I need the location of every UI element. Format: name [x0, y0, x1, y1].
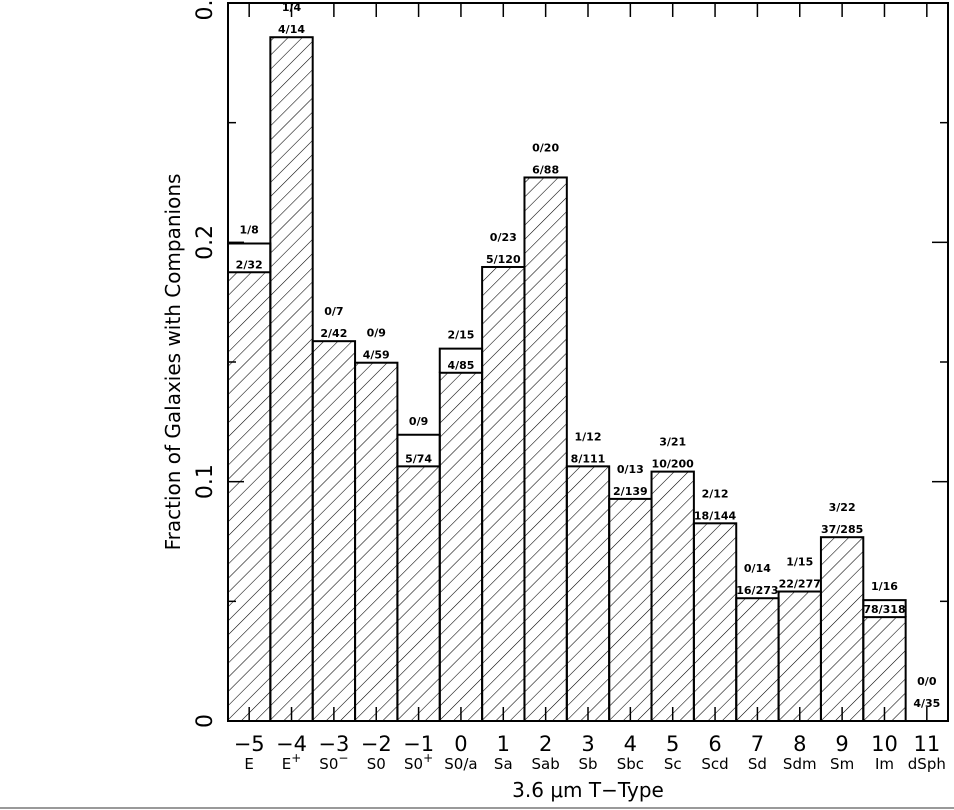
outer-label-5: 3/21 [659, 436, 686, 449]
bar--3 [311, 340, 357, 722]
x-tick-label-4: 4 [624, 732, 637, 756]
inner-label-4: 2/139 [613, 485, 648, 498]
inner-label--2: 4/59 [363, 349, 390, 362]
y-tick-label-3: 0.3 [193, 0, 218, 21]
x-class-label-4: Sbc [617, 755, 644, 773]
x-tick-label-11: 11 [913, 732, 940, 756]
y-tick-label-1: 0.1 [193, 464, 218, 499]
x-tick-label-2: 2 [539, 732, 552, 756]
x-class-label-3: Sb [578, 755, 597, 773]
inner-label-6: 18/144 [694, 509, 737, 522]
y-tick-label-2: 0.2 [193, 225, 218, 260]
x-tick-label--2: −2 [361, 732, 392, 756]
inner-label-0: 4/85 [447, 359, 474, 372]
x-tick-label-10: 10 [871, 732, 898, 756]
x-tick-label-9: 9 [835, 732, 848, 756]
x-tick-label-6: 6 [708, 732, 721, 756]
data-labels: 2/321/84/141/42/420/74/590/95/740/94/852… [236, 1, 941, 710]
bar-0 [438, 371, 484, 722]
bar-4 [608, 497, 653, 723]
inner-label-9: 37/285 [821, 523, 863, 536]
outer-label--1: 0/9 [409, 415, 428, 428]
x-tick-label--4: −4 [276, 732, 307, 756]
x-class-label--1: S0+ [404, 751, 433, 773]
x-class-label-7: Sd [748, 755, 767, 773]
bar--4 [269, 36, 314, 722]
bar-5 [650, 470, 695, 722]
x-class-label--4: E+ [282, 751, 302, 773]
bar-6 [692, 522, 738, 722]
inner-label-10: 78/318 [863, 603, 905, 616]
x-class-label-9: Sm [830, 755, 854, 773]
y-axis: 0 0.1 0.2 0.3 [193, 0, 948, 728]
inner-label-1: 5/120 [486, 253, 521, 266]
bar-8 [777, 590, 822, 723]
inner-label-5: 10/200 [652, 458, 695, 471]
x-class-label-5: Sc [664, 755, 682, 773]
x-class-label-11: dSph [908, 755, 946, 773]
outer-label-8: 1/15 [786, 556, 813, 569]
x-class-label--2: S0 [367, 755, 386, 773]
x-class-label--3: S0− [319, 751, 348, 773]
x-tick-label-3: 3 [581, 732, 594, 756]
x-axis-label: 3.6 μm T−Type [512, 778, 664, 802]
inner-label-3: 8/111 [571, 452, 606, 465]
bar-10 [862, 616, 907, 722]
outer-label-9: 3/22 [829, 501, 856, 514]
x-tick-label--5: −5 [234, 732, 265, 756]
bar--5 [227, 271, 272, 722]
bar-3 [565, 465, 611, 722]
inner-label--4: 4/14 [278, 23, 305, 36]
outer-label--2: 0/9 [367, 327, 386, 340]
x-class-label-8: Sdm [783, 755, 817, 773]
bar-outline-10 [862, 599, 907, 618]
x-tick-label-5: 5 [666, 732, 679, 756]
inner-label--5: 2/32 [236, 258, 263, 271]
x-tick-label--1: −1 [403, 732, 434, 756]
outer-label-3: 1/12 [575, 430, 602, 443]
outer-label-7: 0/14 [744, 562, 771, 575]
x-tick-label-0: 0 [454, 732, 467, 756]
outer-label-6: 2/12 [702, 487, 729, 500]
x-class-label-1: Sa [494, 755, 513, 773]
bar-7 [735, 597, 780, 722]
x-tick-label-7: 7 [751, 732, 764, 756]
x-class-label--5: E [244, 755, 253, 773]
x-class-label-10: Im [875, 755, 894, 773]
inner-label--1: 5/74 [405, 452, 432, 465]
x-tick-label-1: 1 [497, 732, 510, 756]
bar--2 [354, 361, 399, 722]
x-tick-label--3: −3 [318, 732, 349, 756]
inner-label-2: 6/88 [532, 163, 559, 176]
y-tick-label-0: 0 [193, 714, 218, 728]
inner-label-11: 4/35 [913, 697, 940, 710]
inner-label-7: 16/273 [736, 584, 778, 597]
x-tick-label-8: 8 [793, 732, 806, 756]
outer-label-4: 0/13 [617, 463, 644, 476]
outer-label-0: 2/15 [447, 329, 474, 342]
x-class-label-0: S0/a [444, 755, 477, 773]
outer-label--5: 1/8 [240, 224, 259, 237]
outer-label-10: 1/16 [871, 580, 898, 593]
bar-2 [523, 176, 568, 722]
y-axis-label: Fraction of Galaxies with Companions [161, 174, 185, 551]
x-class-label-6: Scd [701, 755, 728, 773]
outer-label-11: 0/0 [917, 675, 937, 688]
outer-label-2: 0/20 [532, 141, 559, 154]
outer-label--3: 0/7 [324, 305, 343, 318]
bar--1 [396, 465, 441, 722]
inner-label-8: 22/277 [779, 578, 821, 591]
bars [227, 36, 907, 723]
outer-label-1: 0/23 [490, 231, 517, 244]
inner-label--3: 2/42 [320, 327, 347, 340]
bar-9 [819, 536, 865, 723]
x-class-label-2: Sab [532, 755, 560, 773]
bar-1 [481, 265, 526, 722]
